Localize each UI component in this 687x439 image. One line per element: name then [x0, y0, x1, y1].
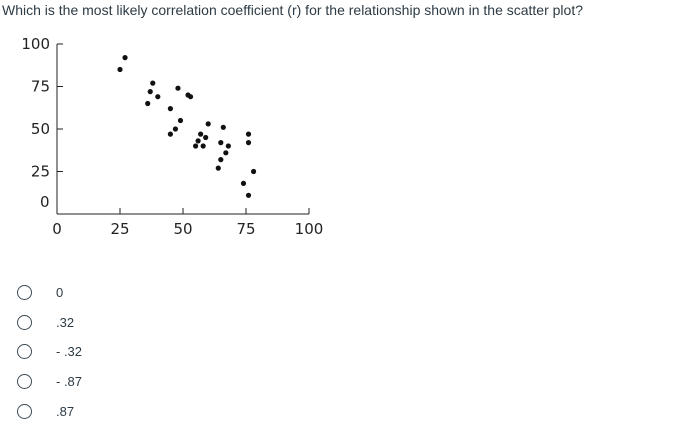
- data-point: [200, 143, 206, 149]
- data-point: [215, 165, 221, 171]
- data-point: [167, 106, 173, 112]
- radio-button[interactable]: [17, 403, 32, 419]
- data-point: [150, 80, 156, 86]
- y-tick-label: 25: [31, 163, 50, 181]
- option-3[interactable]: - .87: [17, 372, 82, 390]
- data-point: [195, 138, 201, 144]
- option-label: 0: [56, 284, 64, 300]
- data-point: [175, 85, 181, 91]
- y-tick-label: 0: [40, 193, 50, 211]
- data-point: [147, 89, 153, 95]
- axes: [56, 43, 310, 215]
- radio-button[interactable]: [17, 373, 32, 389]
- data-point: [218, 140, 224, 146]
- data-point: [167, 131, 173, 137]
- data-point: [245, 131, 252, 137]
- data-point: [223, 150, 229, 156]
- data-point: [122, 55, 128, 61]
- radio-button[interactable]: [17, 343, 32, 359]
- radio-button[interactable]: [17, 314, 32, 330]
- option-1[interactable]: .32: [17, 313, 74, 331]
- x-tick-label: 75: [236, 220, 255, 238]
- data-point: [198, 131, 204, 137]
- option-2[interactable]: - .32: [17, 342, 82, 360]
- question-text: Which is the most likely correlation coe…: [2, 2, 583, 18]
- y-tick-label: 75: [31, 78, 50, 96]
- data-point: [177, 117, 184, 124]
- data-point: [187, 94, 194, 100]
- option-label: .32: [56, 314, 75, 330]
- x-tick-label: 50: [173, 220, 192, 238]
- option-4[interactable]: .87: [17, 402, 74, 420]
- data-point: [203, 134, 209, 141]
- option-label: .87: [56, 403, 75, 419]
- y-tick-label: 50: [31, 120, 50, 138]
- data-point: [145, 100, 151, 107]
- data-point: [250, 168, 257, 175]
- data-point: [155, 94, 161, 100]
- option-label: - .87: [56, 373, 83, 389]
- data-point: [225, 143, 231, 149]
- data-point: [245, 140, 252, 146]
- data-points: [117, 55, 257, 198]
- x-tick-label: 100: [295, 220, 324, 238]
- data-point: [218, 157, 224, 163]
- x-tick-label: 0: [52, 220, 62, 238]
- data-point: [205, 121, 211, 127]
- data-point: [117, 66, 123, 73]
- data-point: [220, 124, 226, 130]
- x-tick-label: 25: [110, 220, 129, 238]
- option-label: - .32: [56, 343, 83, 359]
- y-tick-label: 100: [21, 35, 50, 53]
- radio-button[interactable]: [17, 284, 32, 300]
- data-point: [193, 143, 199, 149]
- tick-labels: 0 25 50 75 100 100 75 50 25 0: [21, 35, 323, 238]
- data-point: [240, 180, 247, 186]
- data-point: [245, 192, 252, 198]
- option-0[interactable]: 0: [17, 283, 63, 301]
- data-point: [172, 126, 179, 132]
